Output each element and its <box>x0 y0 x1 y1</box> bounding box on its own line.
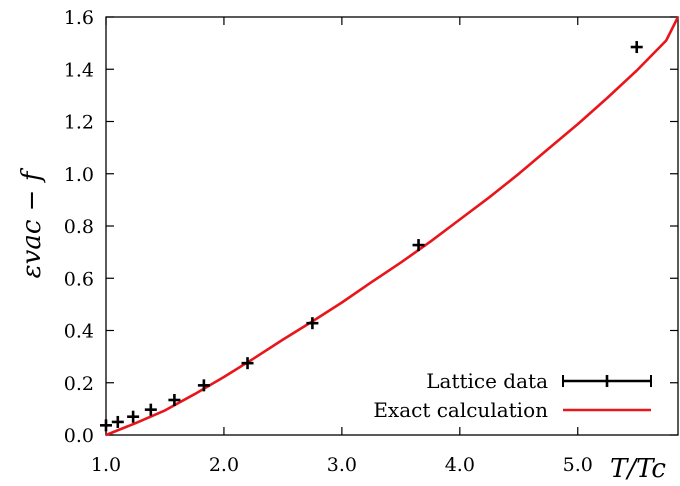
lattice-data-series <box>100 41 643 432</box>
lattice-data-point <box>111 415 124 428</box>
lattice-data-point <box>630 41 643 54</box>
axes <box>105 16 679 436</box>
y-tick-label: 1.4 <box>64 59 94 81</box>
legend-label-lattice-data: Lattice data <box>426 369 548 393</box>
lattice-data-point <box>127 410 140 423</box>
exact-calculation-line <box>105 16 680 437</box>
x-tick-label: 3.0 <box>327 454 357 476</box>
x-tick-label: 5.0 <box>563 454 593 476</box>
y-tick-label: 1.0 <box>64 164 94 186</box>
y-tick-label: 0.8 <box>64 216 94 238</box>
y-axis-label: εvac − f <box>17 167 47 278</box>
x-axis-label: T/Tc <box>610 454 666 484</box>
y-tick-label: 0.6 <box>64 268 94 290</box>
exact-calculation-series <box>105 16 680 437</box>
lattice-data-point <box>144 403 157 416</box>
y-tick-label: 1.2 <box>64 112 94 134</box>
y-tick-label: 1.6 <box>64 7 94 29</box>
ticks: 1.0 2.0 3.0 4.0 5.0 0.0 0.2 0.4 0.6 0.8 1.0 1.2 1.4 1… <box>64 7 678 476</box>
lattice-data-point <box>168 393 181 406</box>
x-tick-label: 1.0 <box>91 454 121 476</box>
plot-frame <box>105 16 679 436</box>
lattice-data-point <box>241 357 254 370</box>
legend: Lattice data Exact calculation <box>373 369 652 422</box>
legend-swatch-lattice-data <box>562 375 652 387</box>
y-tick-label: 0.4 <box>64 321 94 343</box>
x-tick-label: 2.0 <box>209 454 239 476</box>
legend-label-exact-calculation: Exact calculation <box>373 398 548 422</box>
lattice-data-point <box>100 419 112 432</box>
y-tick-label: 0.0 <box>64 425 94 447</box>
lattice-data-point <box>197 379 210 392</box>
lattice-data-point <box>306 317 319 330</box>
y-tick-label: 0.2 <box>64 373 94 395</box>
x-tick-label: 4.0 <box>445 454 475 476</box>
lattice-data-point <box>412 239 425 252</box>
